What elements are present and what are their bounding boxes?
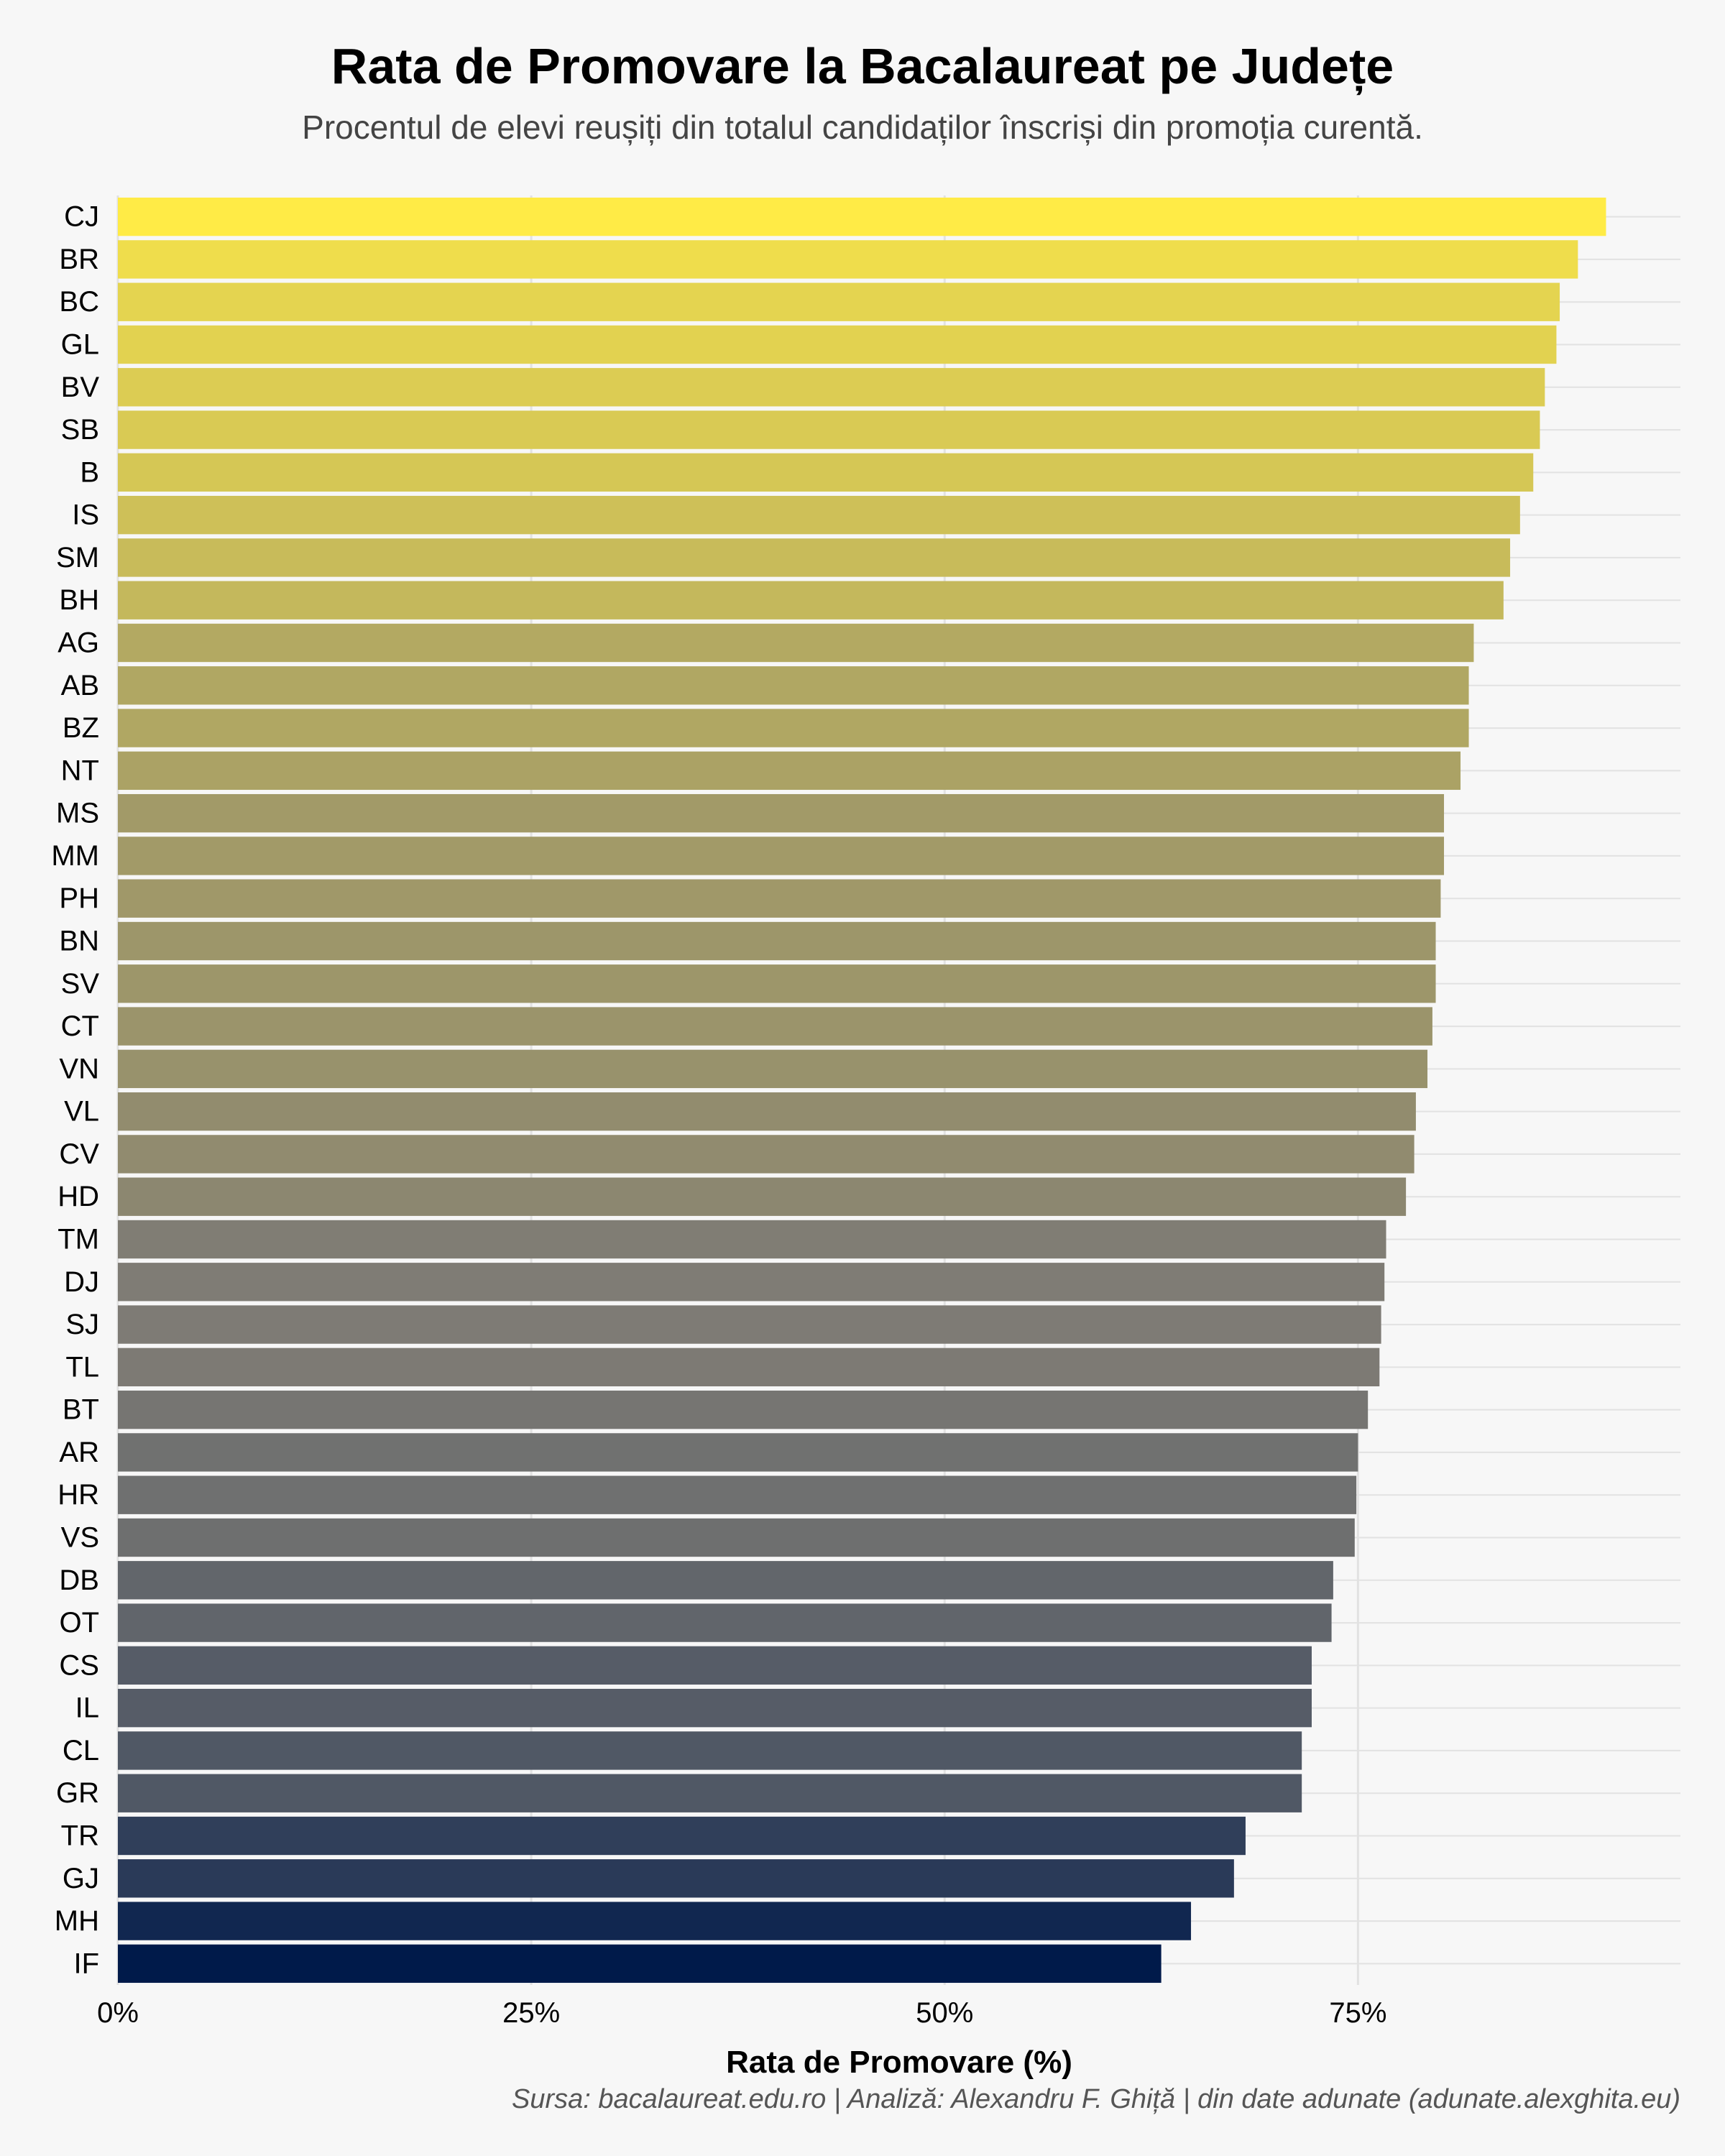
y-tick-label: MH: [55, 1905, 99, 1937]
x-tick-label: 0%: [97, 1997, 139, 2029]
bar-bc: [118, 282, 1560, 321]
bar-ph: [118, 879, 1441, 918]
y-tick-label: BR: [59, 244, 99, 275]
bar-vl: [118, 1092, 1416, 1131]
y-tick-label: BT: [63, 1394, 99, 1426]
bar-hd: [118, 1177, 1407, 1216]
y-tick-label: SB: [61, 414, 99, 446]
y-tick-label: BZ: [63, 712, 99, 744]
y-tick-labels: CJ BR BC GL BV SB B IS SM BH AG AB BZ NT MS MM PH BN SV CT V…: [51, 201, 99, 1980]
y-tick-label: SJ: [65, 1309, 99, 1340]
bar-vn: [118, 1049, 1428, 1089]
bar-sv: [118, 964, 1436, 1003]
y-tick-label: MS: [56, 798, 99, 829]
bar-ot: [118, 1603, 1332, 1642]
bar-cl: [118, 1731, 1302, 1770]
bar-ms: [118, 793, 1445, 833]
bar-tl: [118, 1348, 1380, 1387]
bar-bh: [118, 581, 1504, 619]
bar-br: [118, 240, 1578, 279]
bar-cv: [118, 1135, 1414, 1174]
bar-db: [118, 1561, 1333, 1600]
bar-b: [118, 453, 1534, 492]
chart-subtitle: Procentul de elevi reușiți din totalul c…: [302, 109, 1423, 146]
y-tick-label: MM: [51, 840, 99, 872]
bar-ar: [118, 1433, 1358, 1472]
y-tick-label: AB: [61, 670, 99, 701]
bar-mm: [118, 837, 1445, 875]
bar-dj: [118, 1263, 1385, 1302]
y-tick-label: HD: [58, 1181, 99, 1212]
bar-sj: [118, 1305, 1381, 1344]
y-tick-label: BC: [59, 286, 99, 318]
y-tick-label: TR: [61, 1820, 99, 1852]
bar-ag: [118, 623, 1474, 663]
y-tick-label: PH: [59, 883, 99, 914]
y-tick-label: DJ: [64, 1266, 99, 1298]
y-tick-label: VL: [64, 1096, 99, 1128]
bar-gl: [118, 325, 1557, 364]
bar-gr: [118, 1774, 1302, 1812]
y-tick-label: NT: [61, 755, 99, 786]
y-tick-label: BN: [59, 926, 99, 957]
bar-bz: [118, 709, 1469, 747]
y-tick-label: GJ: [63, 1863, 99, 1894]
y-tick-label: IS: [72, 499, 99, 531]
bar-ct: [118, 1007, 1432, 1046]
y-tick-label: OT: [59, 1607, 99, 1639]
bar-ab: [118, 666, 1469, 705]
y-tick-label: CJ: [64, 201, 99, 233]
bar-il: [118, 1688, 1312, 1728]
bar-layer: [118, 197, 1606, 1984]
y-tick-label: BV: [61, 372, 100, 403]
x-axis-title: Rata de Promovare (%): [726, 2045, 1072, 2080]
y-tick-label: TM: [58, 1224, 99, 1256]
x-tick-label: 75%: [1329, 1997, 1386, 2029]
x-tick-label: 25%: [502, 1997, 560, 2029]
y-tick-label: AG: [58, 627, 99, 659]
y-tick-label: SV: [61, 968, 100, 1000]
y-tick-label: GL: [61, 329, 99, 361]
y-tick-label: TL: [65, 1351, 99, 1383]
bar-vs: [118, 1518, 1355, 1557]
y-tick-label: IF: [73, 1948, 99, 1979]
bar-tm: [118, 1220, 1386, 1259]
bar-hr: [118, 1475, 1357, 1514]
y-tick-label: SM: [56, 542, 99, 573]
y-tick-label: VN: [59, 1053, 99, 1084]
y-tick-label: CL: [63, 1735, 99, 1766]
bar-sm: [118, 538, 1511, 577]
y-tick-label: VS: [61, 1522, 99, 1554]
y-tick-label: HR: [58, 1479, 99, 1511]
bar-nt: [118, 751, 1461, 791]
bar-bv: [118, 368, 1545, 407]
y-tick-label: DB: [59, 1565, 99, 1596]
y-tick-label: BH: [59, 584, 99, 616]
bar-bn: [118, 921, 1436, 961]
bar-cs: [118, 1646, 1312, 1685]
y-tick-label: CV: [59, 1138, 99, 1170]
x-tick-labels: 0% 25% 50% 75%: [97, 1997, 1386, 2029]
y-tick-label: GR: [56, 1777, 99, 1809]
bar-bt: [118, 1390, 1368, 1429]
y-tick-label: IL: [75, 1692, 99, 1724]
y-tick-label: CS: [59, 1649, 99, 1681]
chart-caption: Sursa: bacalaureat.edu.ro | Analiză: Ale…: [512, 2084, 1680, 2114]
bar-mh: [118, 1902, 1192, 1940]
bar-sb: [118, 410, 1540, 449]
bar-tr: [118, 1816, 1246, 1856]
bar-is: [118, 495, 1520, 535]
y-tick-label: AR: [59, 1437, 99, 1468]
y-tick-label: B: [80, 456, 99, 488]
bar-gj: [118, 1859, 1234, 1898]
bar-cj: [118, 197, 1606, 236]
y-tick-label: CT: [61, 1010, 99, 1042]
x-tick-label: 50%: [916, 1997, 973, 2029]
bar-if: [118, 1944, 1162, 1984]
chart-title: Rata de Promovare la Bacalaureat pe Jude…: [331, 38, 1394, 94]
